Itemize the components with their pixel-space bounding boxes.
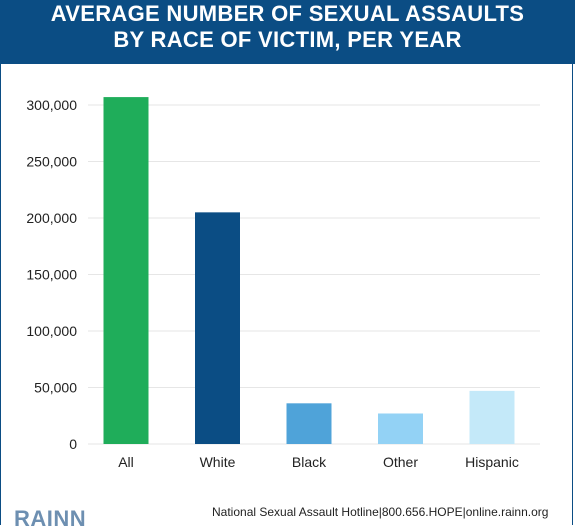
y-tick-label: 150,000 (26, 267, 77, 283)
chart-frame (0, 64, 573, 525)
hotline-text: National Sexual Assault Hotline|800.656.… (212, 505, 549, 519)
bar-black (286, 403, 332, 444)
y-tick-label: 100,000 (26, 323, 77, 339)
chart-title-line-1: AVERAGE NUMBER OF SEXUAL ASSAULTS (50, 1, 525, 26)
y-tick-label: 0 (69, 436, 77, 452)
x-tick-label-white: White (200, 454, 236, 470)
y-tick-label: 50,000 (34, 380, 77, 396)
rainn-logo: RAINN (14, 506, 87, 531)
x-tick-label-hispanic: Hispanic (465, 454, 519, 470)
x-tick-label-all: All (118, 454, 134, 470)
chart-header: AVERAGE NUMBER OF SEXUAL ASSAULTS BY RAC… (0, 0, 575, 64)
bar-hispanic (469, 390, 515, 444)
chart-title-line-2: BY RACE OF VICTIM, PER YEAR (113, 27, 462, 52)
bar-white (195, 212, 240, 444)
bar-all (103, 97, 149, 444)
y-tick-label: 250,000 (26, 154, 77, 170)
bar-other (378, 413, 423, 444)
x-tick-label-other: Other (383, 454, 418, 470)
y-tick-label: 200,000 (26, 210, 77, 226)
y-tick-label: 300,000 (26, 97, 77, 113)
x-tick-label-black: Black (292, 454, 327, 470)
